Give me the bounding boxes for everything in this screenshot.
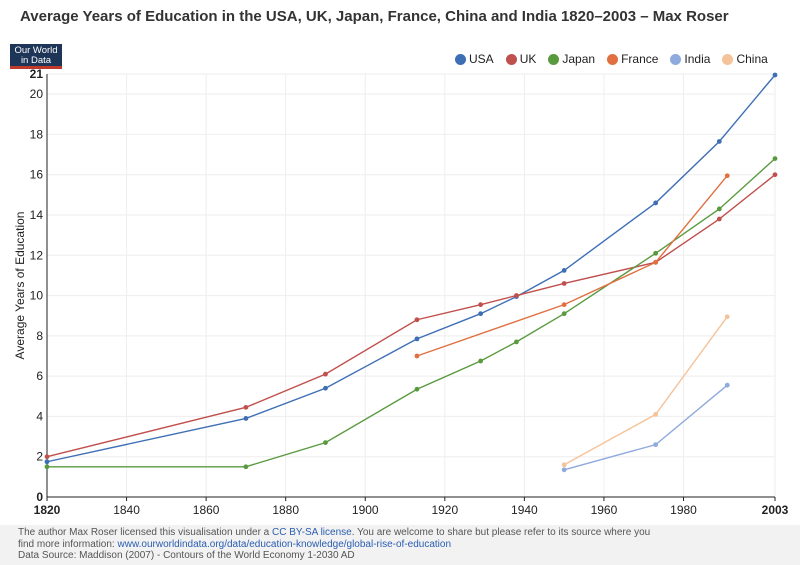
data-point-japan	[772, 156, 778, 162]
data-point-uk	[414, 317, 420, 323]
legend-swatch	[722, 53, 734, 65]
data-point-india	[653, 442, 659, 448]
data-point-usa	[323, 385, 328, 391]
data-point-uk	[514, 293, 519, 298]
y-tick-label: 2	[36, 450, 43, 464]
data-point-china	[653, 412, 659, 417]
x-tick-label: 1880	[272, 503, 299, 517]
page-title: Average Years of Education in the USA, U…	[20, 8, 729, 25]
legend-label: France	[621, 52, 659, 66]
line-chart: 1820 1840 1860 1880 1900 1920 1940 1960 1980 2003…	[13, 67, 789, 517]
data-point-japan	[716, 206, 722, 212]
legend-label: Japan	[562, 52, 596, 66]
x-tick-label: 1860	[193, 503, 220, 517]
data-point-japan	[478, 358, 484, 364]
data-point-japan	[561, 311, 567, 317]
legend-item-uk[interactable]: UK	[505, 52, 537, 66]
data-point-japan	[514, 339, 519, 345]
y-tick-label: 16	[30, 168, 44, 182]
y-tick-label: 12	[30, 248, 44, 262]
legend-label: China	[736, 52, 768, 66]
logo-line-1: Our World	[14, 45, 58, 56]
data-point-china	[724, 314, 730, 320]
data-point-china	[561, 462, 567, 468]
data-point-usa	[653, 200, 659, 206]
data-point-usa	[414, 336, 420, 342]
series-line-china	[563, 316, 728, 466]
series-line-france	[416, 175, 728, 357]
footer-line-1: The author Max Roser licensed this visua…	[18, 527, 782, 539]
y-tick-label: 18	[30, 127, 44, 141]
y-tick-label: 20	[30, 87, 44, 101]
data-point-france	[724, 173, 730, 179]
y-tick-label: 10	[30, 289, 44, 303]
data-point-usa	[716, 139, 722, 144]
license-link[interactable]: CC BY-SA license	[272, 527, 352, 538]
data-point-france	[653, 259, 659, 265]
x-tick-label: 2003	[762, 503, 789, 517]
y-tick-label: 4	[36, 409, 43, 423]
data-point-india	[724, 382, 730, 388]
data-point-usa	[243, 416, 249, 421]
y-axis-label: Average Years of Education	[13, 212, 27, 360]
y-tick-label: 6	[36, 369, 43, 383]
data-point-uk	[323, 371, 328, 377]
x-tick-label: 1960	[591, 503, 618, 517]
legend-swatch	[505, 53, 517, 65]
source-text: find more information:	[18, 538, 118, 550]
data-point-japan	[323, 440, 328, 446]
chart-legend: USA UK Japan France India China	[455, 52, 768, 66]
license-text-a: The author Max Roser licensed this visua…	[18, 527, 273, 538]
series-line-japan	[47, 158, 776, 468]
data-point-france	[561, 302, 567, 308]
legend-swatch	[607, 53, 619, 65]
license-text-b: . You are welcome to share but please re…	[351, 527, 651, 538]
x-tick-label: 1940	[511, 503, 538, 517]
series-line-usa	[46, 74, 776, 463]
logo-line-2: in Data	[20, 55, 52, 66]
data-point-japan	[414, 386, 420, 392]
data-source-text: Data Source: Maddison (2007) - Contours …	[18, 550, 355, 561]
legend-swatch	[548, 53, 560, 65]
source-link[interactable]: www.ourworldindata.org/data/education-kn…	[117, 538, 452, 550]
data-point-usa	[44, 459, 50, 465]
data-point-usa	[772, 72, 778, 78]
data-point-japan	[653, 250, 659, 256]
x-tick-label: 1820	[34, 503, 61, 517]
our-world-in-data-logo[interactable]: Our World in Data	[10, 44, 62, 69]
legend-item-japan[interactable]: Japan	[548, 52, 595, 66]
data-point-uk	[772, 172, 778, 178]
footer: The author Max Roser licensed this visua…	[0, 525, 800, 565]
legend-item-china[interactable]: China	[722, 52, 768, 66]
legend-label: USA	[469, 52, 494, 66]
y-tick-label: 8	[36, 329, 43, 343]
legend-item-india[interactable]: India	[670, 52, 710, 66]
data-point-japan	[44, 464, 50, 470]
series-line-uk	[46, 174, 776, 458]
x-tick-label: 1920	[431, 503, 458, 517]
legend-item-usa[interactable]: USA	[455, 52, 494, 66]
data-point-india	[561, 467, 567, 473]
x-tick-label: 1840	[113, 503, 140, 517]
data-point-france	[414, 353, 420, 359]
data-point-usa	[561, 267, 567, 273]
legend-label: UK	[519, 52, 537, 66]
y-tick-label: 14	[30, 208, 44, 222]
data-point-uk	[716, 216, 722, 222]
x-tick-label: 1900	[352, 503, 379, 517]
data-point-uk	[561, 281, 567, 286]
data-point-uk	[44, 454, 50, 460]
data-point-uk	[243, 404, 249, 410]
data-point-usa	[478, 311, 484, 317]
legend-swatch	[455, 53, 466, 65]
legend-label: India	[684, 52, 711, 66]
data-point-japan	[243, 464, 249, 470]
y-tick-label: 0	[36, 490, 43, 504]
legend-item-france[interactable]: France	[607, 52, 658, 66]
data-point-uk	[478, 302, 484, 308]
legend-swatch	[670, 53, 682, 65]
footer-line-2: find more information: www.ourworldindat…	[18, 539, 782, 551]
y-tick-label: 21	[30, 67, 44, 81]
x-tick-label: 1980	[670, 503, 697, 517]
